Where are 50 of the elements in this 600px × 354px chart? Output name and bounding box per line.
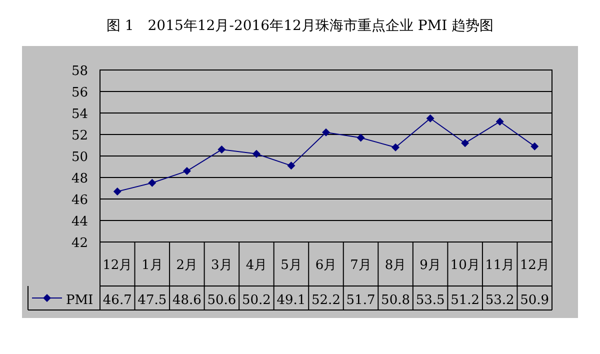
point xyxy=(113,187,122,196)
data-label: 47.5 xyxy=(138,293,167,308)
data-label: 53.2 xyxy=(485,293,514,308)
point xyxy=(218,146,226,154)
data-label: 53.5 xyxy=(416,293,445,308)
point xyxy=(530,142,539,150)
point xyxy=(287,162,296,170)
x-tick-label: 9月 xyxy=(420,258,441,273)
y-tick-label: 50 xyxy=(71,150,88,165)
x-tick-label: 5月 xyxy=(280,258,302,273)
x-tick-label: 3月 xyxy=(211,258,232,273)
x-tick-label: 11月 xyxy=(485,258,515,273)
x-tick-label: 10月 xyxy=(450,258,480,273)
x-tick-label: 12月 xyxy=(102,258,132,273)
data-label: 50.8 xyxy=(381,293,410,308)
point xyxy=(148,178,156,187)
point xyxy=(392,143,400,152)
x-tick-label: 4月 xyxy=(246,258,268,273)
y-tick-label: 56 xyxy=(71,86,88,100)
y-tick-label: 46 xyxy=(71,193,88,208)
x-tick-label: 12月 xyxy=(520,258,550,273)
y-tick-label: 52 xyxy=(71,128,88,144)
data-label: 51.2 xyxy=(450,293,480,308)
data-label: 52.2 xyxy=(312,293,340,308)
data-label: 51.7 xyxy=(346,293,376,308)
x-tick-label: 2月 xyxy=(176,258,198,273)
data-label: 48.6 xyxy=(172,293,202,308)
data-label: 46.7 xyxy=(102,293,132,308)
point xyxy=(356,134,365,142)
data-label: 50.6 xyxy=(207,293,236,308)
point xyxy=(426,114,434,122)
legend-label: PMI xyxy=(66,293,94,308)
point xyxy=(496,118,504,126)
point xyxy=(252,150,260,158)
point xyxy=(322,128,330,136)
chart-title: 图 1 2015年12月-2016年12月珠海市重点企业 PMI 趋势图 xyxy=(106,18,494,34)
x-tick-label: 6月 xyxy=(315,258,337,273)
point xyxy=(461,139,470,148)
x-tick-label: 8月 xyxy=(384,258,406,273)
data-label: 49.1 xyxy=(276,293,306,308)
y-tick-label: 42 xyxy=(71,236,88,251)
y-tick-label: 54 xyxy=(71,107,88,122)
y-tick-label: 48 xyxy=(71,172,88,186)
y-tick-label: 44 xyxy=(71,214,88,230)
x-tick-label: 1月 xyxy=(142,258,163,273)
data-label: 50.2 xyxy=(242,293,271,308)
data-label: 50.9 xyxy=(520,293,550,308)
point xyxy=(182,167,191,176)
y-tick-label: 58 xyxy=(71,64,88,79)
x-tick-label: 7月 xyxy=(350,258,372,273)
